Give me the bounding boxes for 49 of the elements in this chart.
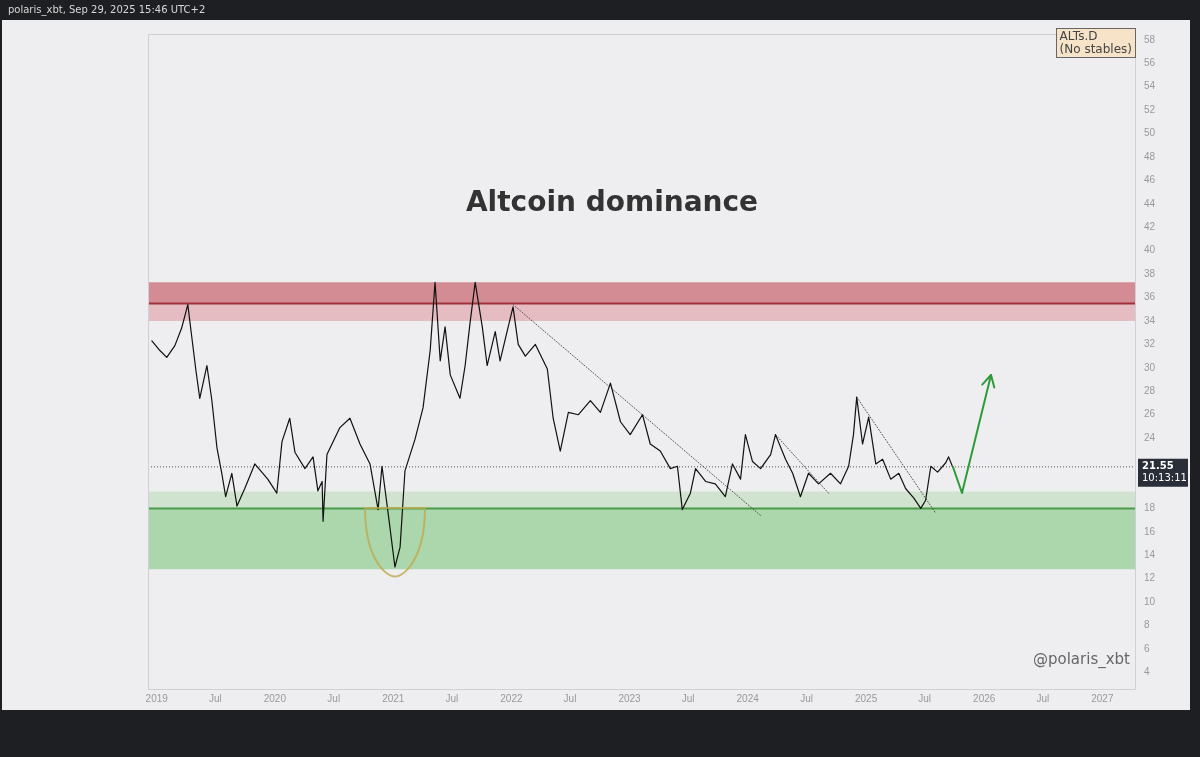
y-tick-label: 54 [1144,80,1156,92]
x-tick-label: 2021 [382,692,405,704]
y-tick-label: 38 [1144,267,1156,279]
y-tick-label: 16 [1144,525,1156,537]
annotation: @polaris_xbt [1033,650,1130,668]
text: 10:13:11 [1142,472,1187,484]
y-tick-label: 46 [1144,174,1156,186]
y-tick-label: 26 [1144,408,1156,420]
ref-line-label: 21.55 [1142,460,1174,472]
x-tick-label: Jul [327,692,341,704]
y-tick-label: 36 [1144,291,1156,303]
y-tick-label: 18 [1144,502,1156,514]
x-tick-label: Jul [681,692,695,704]
y-tick-label: 32 [1144,338,1156,350]
y-tick-label: 40 [1144,244,1156,256]
y-tick-label: 14 [1144,549,1156,561]
x-tick-label: Jul [918,692,932,704]
x-tick-label: 2022 [500,692,523,704]
y-tick-label: 24 [1144,431,1156,443]
y-tick-label: 56 [1144,57,1156,69]
y-tick-label: 48 [1144,150,1156,162]
y-tick-label: 30 [1144,361,1156,373]
x-tick-label: Jul [1036,692,1050,704]
x-tick-label: Jul [445,692,459,704]
y-tick-label: 6 [1144,642,1150,654]
y-tick-label: 50 [1144,127,1156,139]
y-tick-label: 28 [1144,385,1156,397]
y-tick-label: 12 [1144,572,1156,584]
x-tick-label: 2027 [1091,692,1114,704]
y-tick-label: 8 [1144,619,1150,631]
x-tick-label: 2019 [145,692,169,704]
text: polaris_xbt, Sep 29, 2025 15:46 UTC+2 [8,4,206,15]
y-tick-label: 42 [1144,221,1156,233]
x-tick-label: 2024 [736,692,760,704]
y-tick-label: 58 [1144,33,1156,45]
y-tick-label: 34 [1144,314,1156,326]
x-tick-label: 2026 [973,692,996,704]
text: Altcoin dominance [465,185,759,219]
y-tick-label: 4 [1144,666,1150,678]
y-tick-label: 10 [1144,595,1156,607]
x-tick-label: Jul [563,692,577,704]
x-tick-label: 2025 [854,692,878,704]
y-tick-label: 44 [1144,197,1156,209]
x-tick-label: Jul [800,692,813,704]
x-tick-label: 2023 [618,692,642,704]
x-tick-label: 2020 [263,692,287,704]
annotation: ALTs.D (No stables) [1055,28,1136,58]
x-tick-label: Jul [208,692,222,704]
y-tick-label: 52 [1144,103,1156,115]
